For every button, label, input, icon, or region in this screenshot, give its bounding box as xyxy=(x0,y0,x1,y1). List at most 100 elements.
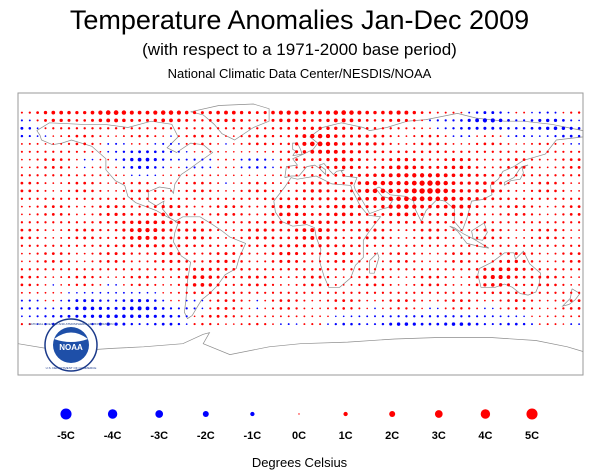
anomaly-dot xyxy=(546,197,549,200)
anomaly-dot xyxy=(318,252,322,255)
anomaly-dot xyxy=(538,244,541,247)
anomaly-dot xyxy=(240,283,243,287)
anomaly-dot xyxy=(538,221,541,224)
anomaly-dot xyxy=(413,150,416,154)
anomaly-dot xyxy=(145,306,150,311)
anomaly-dot xyxy=(216,291,220,295)
anomaly-dot xyxy=(451,173,456,178)
anomaly-dot xyxy=(272,174,274,177)
anomaly-dot xyxy=(342,322,346,326)
anomaly-dot xyxy=(562,182,565,185)
anomaly-dot xyxy=(138,205,141,208)
anomaly-dot xyxy=(193,166,196,169)
anomaly-dot xyxy=(421,127,424,130)
anomaly-dot xyxy=(28,275,32,279)
anomaly-dot xyxy=(381,322,385,326)
anomaly-dot xyxy=(91,283,94,287)
anomaly-dot xyxy=(546,189,550,193)
anomaly-dot xyxy=(91,299,94,303)
anomaly-dot xyxy=(138,283,141,287)
anomaly-dot xyxy=(138,275,141,279)
coast-eurasia xyxy=(284,113,584,232)
anomaly-dot xyxy=(169,322,173,326)
anomaly-dot xyxy=(397,299,400,302)
anomaly-dot xyxy=(357,212,361,216)
anomaly-dot xyxy=(562,150,565,153)
anomaly-dot xyxy=(201,315,204,318)
anomaly-dot xyxy=(444,236,447,240)
anomaly-dot xyxy=(311,315,314,318)
anomaly-dot xyxy=(468,315,471,318)
anomaly-dot xyxy=(248,142,251,146)
anomaly-dot xyxy=(278,110,283,115)
anomaly-dot xyxy=(162,276,165,279)
anomaly-dot xyxy=(333,141,338,146)
anomaly-dot xyxy=(522,127,526,130)
anomaly-dot xyxy=(162,291,165,294)
anomaly-dot xyxy=(51,205,55,209)
anomaly-dot xyxy=(514,275,518,279)
anomaly-dot xyxy=(396,173,401,178)
anomaly-dot xyxy=(295,126,299,130)
anomaly-dot xyxy=(115,284,117,286)
anomaly-dot xyxy=(279,244,283,248)
anomaly-dot xyxy=(232,315,235,318)
anomaly-dot xyxy=(98,306,103,311)
anomaly-dot xyxy=(318,291,322,294)
anomaly-dot xyxy=(530,228,534,232)
anomaly-dot xyxy=(318,158,322,162)
anomaly-dot xyxy=(107,174,110,177)
anomaly-dot xyxy=(185,267,189,271)
anomaly-dot xyxy=(107,158,110,161)
anomaly-dot xyxy=(413,119,416,122)
anomaly-dot xyxy=(232,267,236,271)
anomaly-dot xyxy=(232,212,236,216)
anomaly-dot xyxy=(365,166,369,169)
anomaly-dot xyxy=(569,205,573,208)
anomaly-dot xyxy=(248,236,251,240)
anomaly-dot xyxy=(122,182,125,185)
anomaly-dot xyxy=(499,205,502,208)
anomaly-dot xyxy=(107,166,110,169)
anomaly-dot xyxy=(460,135,463,138)
anomaly-dot xyxy=(255,275,259,279)
legend-label: -2C xyxy=(196,430,215,442)
anomaly-dot xyxy=(99,127,102,130)
anomaly-dot xyxy=(530,244,534,247)
anomaly-dot xyxy=(577,244,581,247)
anomaly-dot xyxy=(130,127,133,130)
anomaly-dot xyxy=(538,252,541,255)
anomaly-dot xyxy=(475,260,479,263)
anomaly-dot xyxy=(154,260,157,263)
anomaly-dot xyxy=(130,244,134,248)
anomaly-dot xyxy=(99,228,102,232)
anomaly-dot xyxy=(114,306,118,310)
anomaly-dot xyxy=(287,220,291,224)
anomaly-dot xyxy=(44,315,47,318)
anomaly-dot xyxy=(44,127,47,130)
anomaly-dot xyxy=(389,244,392,247)
anomaly-dot xyxy=(169,244,173,248)
anomaly-dot xyxy=(208,260,212,263)
anomaly-dot xyxy=(553,118,558,123)
anomaly-dot xyxy=(554,236,557,240)
map-subtitle: (with respect to a 1971-2000 base period… xyxy=(142,40,457,59)
anomaly-dot xyxy=(59,158,63,161)
anomaly-dot xyxy=(554,283,557,287)
anomaly-dot xyxy=(491,244,494,247)
anomaly-dot xyxy=(569,166,573,169)
anomaly-dot xyxy=(412,165,417,170)
anomaly-dot xyxy=(75,275,79,279)
coast-madagascar xyxy=(369,252,380,274)
anomaly-dot xyxy=(154,174,157,177)
anomaly-dot xyxy=(490,118,495,123)
anomaly-dot xyxy=(404,180,409,186)
anomaly-dot xyxy=(185,228,189,232)
legend-dot xyxy=(434,410,443,418)
anomaly-dot xyxy=(209,299,212,302)
anomaly-dot xyxy=(67,244,71,247)
anomaly-dot xyxy=(44,244,47,247)
anomaly-dot xyxy=(130,205,134,208)
anomaly-dot xyxy=(44,260,47,263)
anomaly-dot xyxy=(538,189,542,193)
